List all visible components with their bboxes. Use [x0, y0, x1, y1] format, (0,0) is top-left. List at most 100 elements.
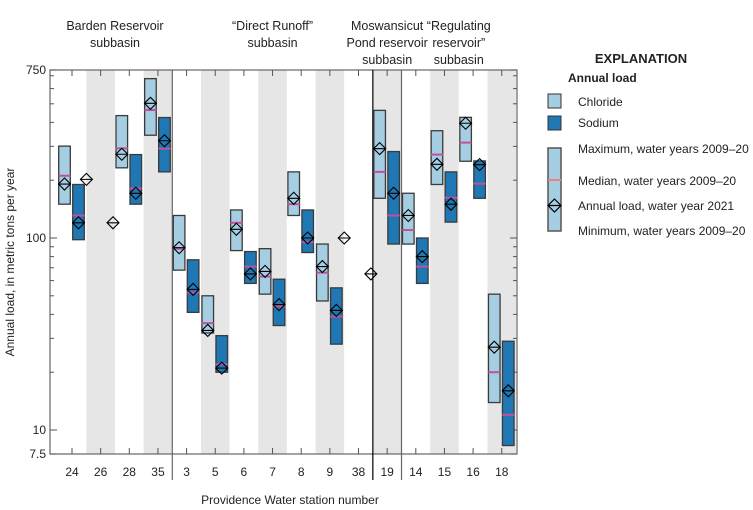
x-tick-label: 5	[212, 465, 219, 479]
x-tick-label: 26	[94, 465, 108, 479]
legend-median-label: Median, water years 2009–20	[578, 174, 736, 188]
subbasin-header-line: “Direct Runoff”	[232, 19, 313, 33]
range-box-chloride-3	[172, 214, 186, 271]
annual-load-diamond-sodium-26	[106, 216, 120, 230]
subbasin-header-line: Barden Reservoir	[66, 19, 163, 33]
annual-load-diamond-sodium-19	[386, 186, 401, 201]
shaded-band-15	[430, 70, 459, 454]
legend-subtitle: Annual load	[568, 71, 637, 85]
legend-sodium-swatch	[547, 115, 562, 131]
range-box-sodium-16	[473, 160, 487, 199]
subbasin-header-line: subbasin	[434, 53, 484, 67]
legend-maximum-label: Maximum, water years 2009–20	[578, 142, 749, 156]
range-box-chloride-5	[201, 295, 215, 334]
range-box-sodium-24	[72, 183, 85, 241]
annual-load-diamond-chloride-24	[57, 177, 72, 191]
annual-load-diamond-sodium-9	[329, 303, 344, 318]
range-box-sodium-5	[215, 335, 229, 373]
plot-frame	[49, 69, 518, 455]
annual-load-diamond-sodium-38	[364, 267, 378, 281]
legend-range-box	[547, 147, 562, 232]
x-tick-label: 15	[438, 465, 452, 479]
annual-load-diamond-sodium-16	[472, 157, 487, 172]
x-tick-label: 14	[409, 465, 423, 479]
x-axis-label: Providence Water station number	[201, 493, 379, 507]
chart-marks	[57, 78, 516, 447]
annual-load-diamond-sodium-6	[243, 267, 258, 281]
subbasin-header-line: subbasin	[248, 36, 298, 50]
annual-load-diamond-chloride-15	[430, 157, 444, 172]
range-box-sodium-7	[272, 278, 286, 327]
legend-diamond-icon	[547, 198, 562, 213]
annual-load-diamond-chloride-9	[315, 259, 330, 274]
x-tick-label: 3	[183, 465, 190, 479]
x-tick-label: 24	[65, 465, 79, 479]
legend: EXPLANATION Annual load Chloride Sodium …	[547, 51, 749, 238]
annual-load-diamond-chloride-5	[200, 323, 215, 338]
annual-load-diamond-chloride-3	[172, 240, 186, 255]
annual-load-diamond-sodium-3	[186, 282, 200, 297]
annual-load-diamond-chloride-14	[401, 208, 416, 223]
annual-load-diamond-chloride-8	[286, 191, 301, 206]
annual-load-diamond-sodium-18	[501, 384, 516, 398]
range-box-chloride-6	[229, 209, 243, 252]
annual-load-diamond-chloride-16	[458, 116, 473, 131]
x-tick-label: 35	[151, 465, 165, 479]
x-tick-label: 8	[298, 465, 305, 479]
annual-load-diamond-chloride-7	[258, 264, 272, 279]
y-axis-label: Annual load, in metric tons per year	[3, 168, 17, 357]
annual-load-diamond-sodium-15	[444, 197, 458, 211]
range-box-sodium-19	[387, 150, 401, 245]
annual-load-diamond-chloride-19	[372, 141, 387, 156]
range-box-sodium-14	[415, 237, 429, 285]
annual-load-diamond-sodium-14	[415, 249, 430, 264]
subbasin-header-line: Moswansicut	[351, 19, 424, 33]
legend-minimum-label: Minimum, water years 2009–20	[578, 224, 746, 238]
subbasin-header-line: subbasin	[362, 53, 412, 67]
legend-chloride-swatch	[547, 93, 562, 109]
annual-load-diamond-sodium-24	[71, 216, 86, 230]
range-box-chloride-28	[115, 114, 129, 169]
legend-title: EXPLANATION	[595, 51, 687, 66]
range-box-sodium-28	[129, 153, 143, 205]
subbasin-header-line: subbasin	[90, 36, 140, 50]
range-box-chloride-18	[487, 293, 501, 404]
annual-load-diamond-chloride-38	[337, 231, 352, 245]
annual-load-diamond-chloride-35	[143, 96, 158, 111]
x-tick-label: 19	[380, 465, 394, 479]
shaded-band-26	[86, 70, 115, 454]
y-tick-label: 750	[26, 63, 46, 77]
annual-load-diamond-chloride-26	[79, 172, 94, 187]
range-box-chloride-16	[459, 116, 473, 162]
subbasin-headers: Barden Reservoir subbasin “Direct Runoff” s…	[66, 19, 490, 67]
annual-load-diamond-sodium-28	[129, 186, 143, 201]
range-box-chloride-35	[143, 78, 157, 136]
shaded-band-5	[200, 70, 230, 454]
annual-load-diamond-sodium-7	[272, 297, 286, 312]
y-tick-label: 7.5	[29, 447, 46, 461]
annual-load-diamond-chloride-6	[229, 222, 244, 237]
annual-load-diamond-chloride-18	[487, 340, 502, 354]
x-tick-label: 18	[495, 465, 509, 479]
range-box-sodium-3	[186, 259, 200, 313]
annual-load-diamond-sodium-35	[157, 133, 172, 148]
x-tick-label: 38	[352, 465, 366, 479]
range-box-chloride-14	[401, 192, 415, 245]
range-box-chloride-8	[287, 171, 301, 217]
legend-sodium-label: Sodium	[578, 116, 619, 130]
y-tick-label: 100	[26, 231, 46, 245]
subbasin-header-line: “Regulating	[427, 19, 491, 33]
x-tick-label: 28	[123, 465, 137, 479]
subbasin-header-line: Pond reservoir	[347, 36, 428, 50]
annual-load-diamond-sodium-8	[300, 231, 315, 245]
range-box-sodium-18	[501, 340, 515, 447]
x-tick-label: 9	[327, 465, 334, 479]
y-tick-label: 10	[33, 423, 47, 437]
subbasin-header-line: reservoir”	[432, 36, 485, 50]
x-tick-label: 16	[466, 465, 480, 479]
annual-load-diamond-sodium-5	[214, 361, 229, 375]
legend-chloride-label: Chloride	[578, 95, 623, 109]
x-tick-label: 6	[241, 465, 248, 479]
